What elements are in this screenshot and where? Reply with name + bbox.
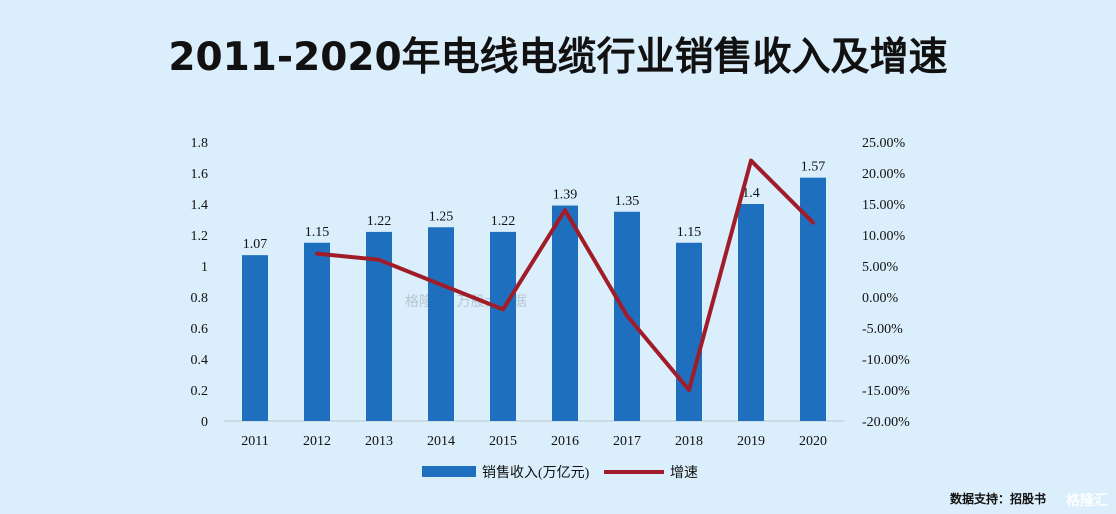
bar-value-label: 1.57	[801, 160, 826, 175]
bar	[552, 205, 578, 421]
bar	[304, 242, 330, 421]
bar-value-label: 1.25	[429, 209, 454, 224]
bar-value-label: 1.35	[615, 194, 640, 209]
right-axis-tick-label: 15.00%	[862, 198, 906, 213]
left-axis-tick-label: 1.8	[191, 136, 209, 151]
footer-logo: 格隆汇	[1066, 493, 1108, 509]
x-axis-tick-label: 2016	[551, 434, 579, 449]
bar-value-label: 1.4	[742, 186, 760, 201]
x-axis-tick-label: 2017	[613, 434, 641, 449]
bar-value-label: 1.22	[367, 214, 392, 229]
left-axis-tick-label: 0	[201, 415, 208, 430]
legend-label-revenue: 销售收入(万亿元)	[482, 465, 590, 481]
bar	[738, 204, 764, 421]
legend-label-growth: 增速	[670, 465, 698, 481]
x-axis-tick-label: 2013	[365, 434, 393, 449]
left-axis-tick-label: 0.8	[191, 291, 209, 306]
bar-value-label: 1.15	[677, 225, 702, 240]
bar-value-label: 1.39	[553, 188, 578, 203]
left-axis-tick-label: 1.6	[191, 167, 209, 182]
right-axis-tick-label: -5.00%	[862, 322, 903, 337]
bar-value-label: 1.22	[491, 214, 516, 229]
left-axis-tick-label: 0.4	[191, 353, 209, 368]
x-axis-tick-label: 2015	[489, 434, 517, 449]
right-axis-tick-label: -15.00%	[862, 384, 910, 399]
x-axis-tick-label: 2011	[241, 434, 268, 449]
left-axis-tick-label: 1.2	[191, 229, 209, 244]
left-axis-tick-label: 1	[201, 260, 208, 275]
bar	[242, 255, 268, 421]
right-axis-tick-label: 20.00%	[862, 167, 906, 182]
bar	[428, 227, 454, 421]
source-note: 数据支持：招股书	[949, 492, 1046, 506]
left-axis-tick-label: 0.6	[191, 322, 209, 337]
chart-title: 2011-2020年电线电缆行业销售收入及增速	[168, 35, 948, 80]
x-axis-tick-label: 2020	[799, 434, 827, 449]
bar-value-label: 1.07	[243, 237, 268, 252]
growth-line	[315, 158, 815, 392]
right-axis-tick-label: 5.00%	[862, 260, 899, 275]
right-axis-tick-label: 10.00%	[862, 229, 906, 244]
legend-swatch-revenue	[422, 466, 476, 477]
right-axis-tick-label: 0.00%	[862, 291, 899, 306]
x-axis-tick-label: 2014	[427, 434, 455, 449]
x-axis-tick-label: 2012	[303, 434, 331, 449]
x-axis-tick-label: 2019	[737, 434, 765, 449]
left-axis-tick-label: 1.4	[191, 198, 209, 213]
right-axis-tick-label: 25.00%	[862, 136, 906, 151]
right-axis-tick-label: -20.00%	[862, 415, 910, 430]
left-axis-tick-label: 0.2	[191, 384, 209, 399]
right-axis-tick-label: -10.00%	[862, 353, 910, 368]
bar	[490, 231, 516, 421]
x-axis-tick-label: 2018	[675, 434, 703, 449]
bar	[676, 242, 702, 421]
bar	[800, 177, 826, 421]
bar-value-label: 1.15	[305, 225, 330, 240]
